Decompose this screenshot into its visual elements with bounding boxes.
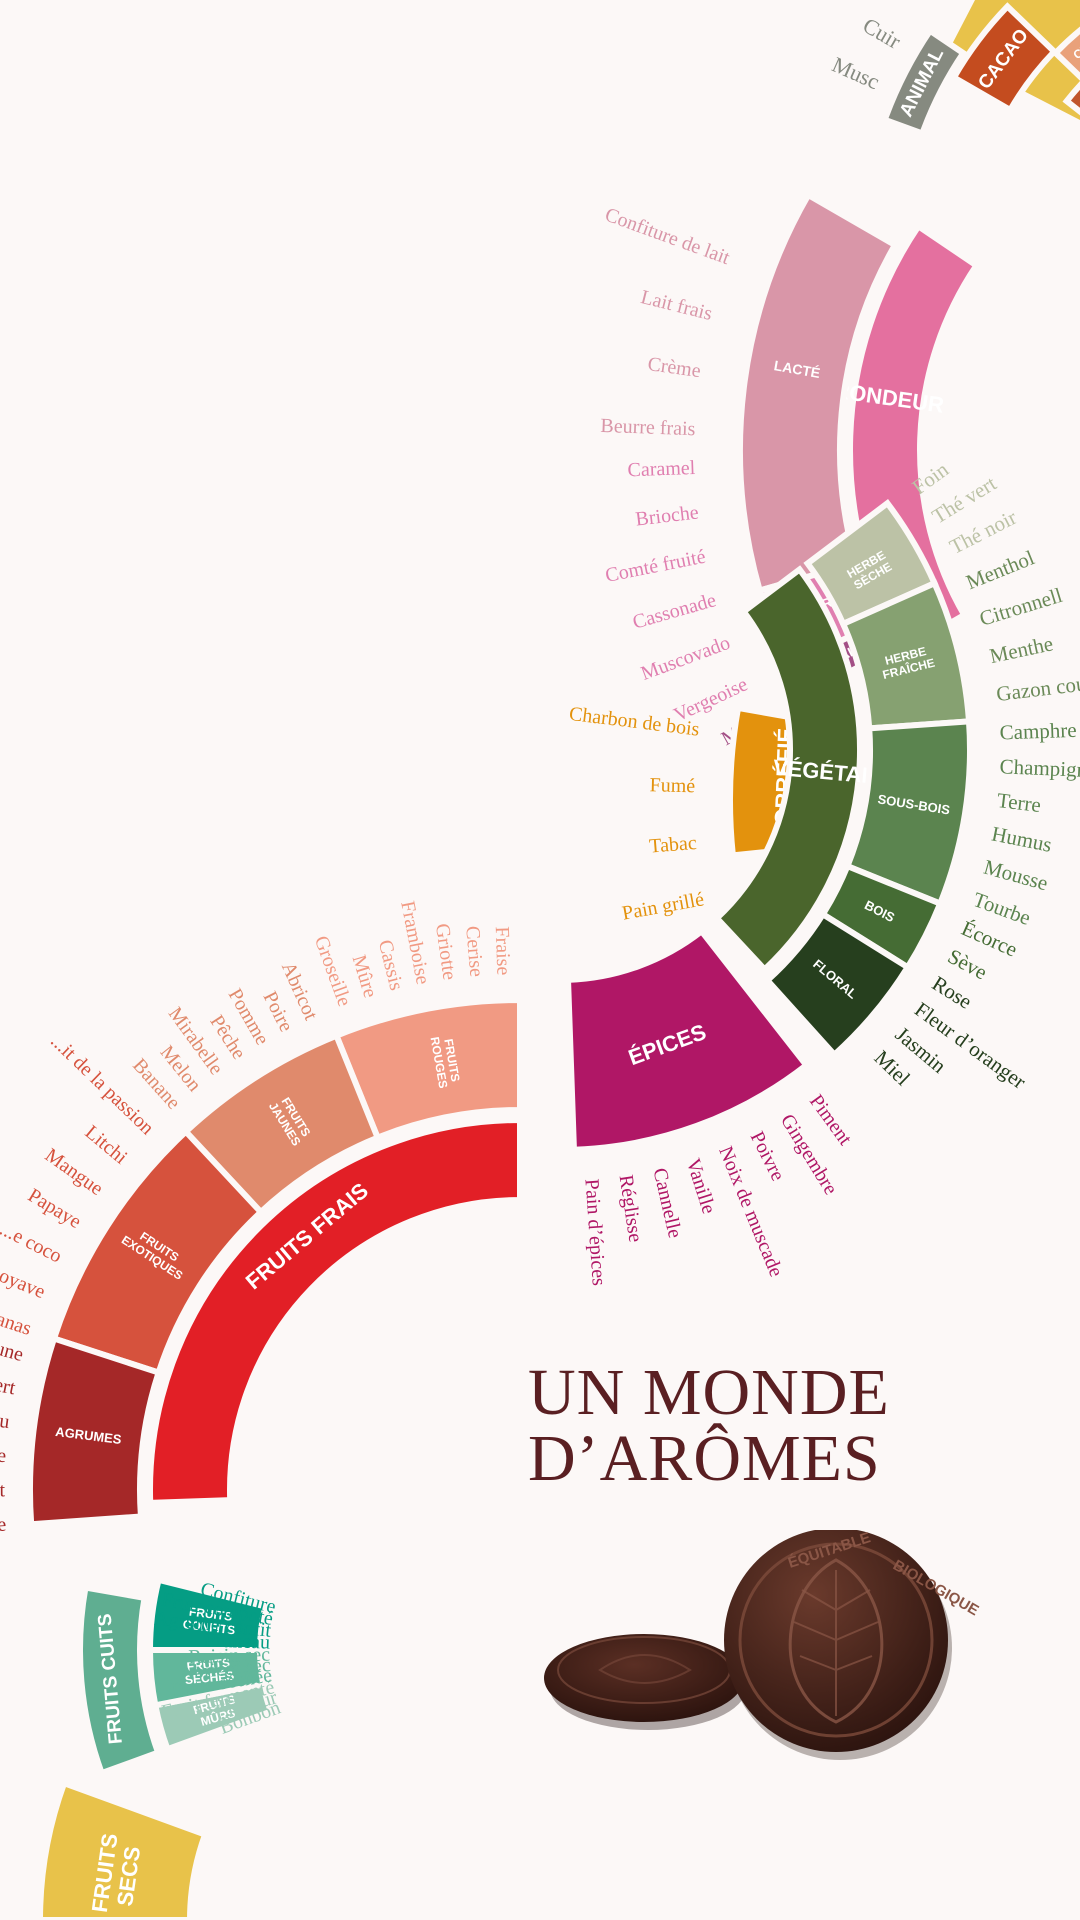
aroma-lacte-3: Lait frais: [639, 286, 715, 325]
aroma-fruits-rouges-2: Cerise: [461, 925, 487, 978]
aroma-sucre-3: Cassonade: [630, 589, 718, 633]
aroma-torrefie-2: Pain grillé: [620, 888, 705, 924]
title-line-1: UN MONDE: [528, 1356, 890, 1429]
aroma-sucre-2: Muscovado: [638, 632, 733, 685]
aroma-herbe-fraiche-1: Menthol: [963, 545, 1038, 594]
aroma-sucre-5: Brioche: [634, 501, 700, 530]
title-line-2: D’ARÔMES: [528, 1422, 881, 1495]
aroma-fruits-exotiques-6: ...oyave: [0, 1259, 48, 1303]
aroma-herbe-fraiche-4: Gazon cou: [995, 671, 1080, 706]
aroma-sous-bois-4: Humus: [990, 822, 1054, 857]
family-fruits-frais: [147, 1116, 523, 1507]
aroma-sous-bois-3: Terre: [996, 788, 1043, 817]
aroma-fruits-confits-1: Pruneau: [204, 1629, 270, 1653]
aroma-agrumes-5: ...drat: [0, 1479, 5, 1501]
group-agrumes: [27, 1334, 163, 1528]
aroma-fruits-exotiques-5: ...e coco: [0, 1218, 65, 1268]
family-vegetal: [712, 565, 863, 974]
aroma-epices-5: Vanille: [682, 1156, 720, 1217]
aroma-sucre-4: Comté fruité: [603, 546, 707, 587]
group-fruits-seches-label: FRUITSSÉCHÉS: [183, 1656, 235, 1688]
aroma-herbe-fraiche-3: Menthe: [987, 631, 1055, 668]
aroma-epices-6: Cannelle: [648, 1166, 686, 1240]
family-epices: [564, 927, 811, 1153]
aroma-sous-bois-5: Mousse: [981, 855, 1050, 896]
aroma-agrumes-6: ...ange: [0, 1514, 7, 1540]
aroma-epices-8: Pain d’épices: [580, 1178, 609, 1287]
aroma-fruits-rouges-7: Groseille: [310, 933, 356, 1010]
group-lacte: [737, 190, 900, 595]
aroma-sous-bois-1: Camphre: [999, 718, 1077, 745]
group-fruits-confits-label: FRUITSCONFITS: [182, 1604, 238, 1637]
aroma-sous-bois-2: Champigne: [999, 754, 1080, 782]
aroma-sucre-6: Caramel: [627, 457, 696, 481]
family-fruits-secs: [36, 1779, 209, 1920]
aroma-fruits-seches-3: Raisin sec: [188, 1644, 270, 1669]
group-cacao: [1062, 81, 1080, 116]
aroma-agrumes-2: ...ert: [0, 1371, 18, 1400]
family-fruits-cuits: [77, 1584, 162, 1777]
aroma-fruits-exotiques-4: Papaye: [24, 1184, 85, 1233]
aroma-torrefie-4: Fumé: [649, 774, 695, 797]
group-lacte-label: LACTÉ: [773, 357, 822, 381]
aroma-fruits-exotiques-3: Mangue: [41, 1144, 107, 1200]
group-floral: [763, 910, 912, 1059]
aroma-fruits-exotiques-1: ...it de la passion: [46, 1030, 158, 1139]
page-title: UN MONDE D’ARÔMES: [528, 1360, 890, 1492]
group-fruits-confits: [146, 1576, 269, 1653]
aroma-fruits-exotiques-7: ...anas: [0, 1303, 34, 1340]
group-chocolat: [1051, 26, 1080, 81]
aroma-fruits-rouges-1: Fraise: [491, 926, 515, 976]
aroma-lacte-2: Crème: [646, 353, 702, 382]
aroma-lacte-4: Confiture de lait: [602, 204, 733, 270]
chocolate-medallions-image: ÉQUITABLE BIOLOGIQUE: [544, 1530, 982, 1760]
aroma-fruits-exotiques-2: Litchi: [81, 1121, 132, 1169]
aroma-herbe-fraiche-2: Citronnell: [977, 583, 1066, 631]
aroma-epices-7: Réglisse: [615, 1173, 647, 1243]
aroma-fruits-rouges-3: Griotte: [431, 922, 461, 981]
family-animal: [880, 26, 968, 138]
aroma-torrefie-3: Tabac: [648, 832, 697, 858]
aroma-agrumes-4: ...sse: [0, 1443, 7, 1467]
aroma-animal-2: Cuir: [859, 12, 906, 54]
aroma-epices-3: Poivre: [746, 1128, 789, 1185]
aroma-lacte-1: Beurre frais: [600, 415, 696, 440]
aroma-animal-1: Musc: [828, 52, 883, 95]
aroma-agrumes-3: ...uzu: [0, 1406, 11, 1433]
